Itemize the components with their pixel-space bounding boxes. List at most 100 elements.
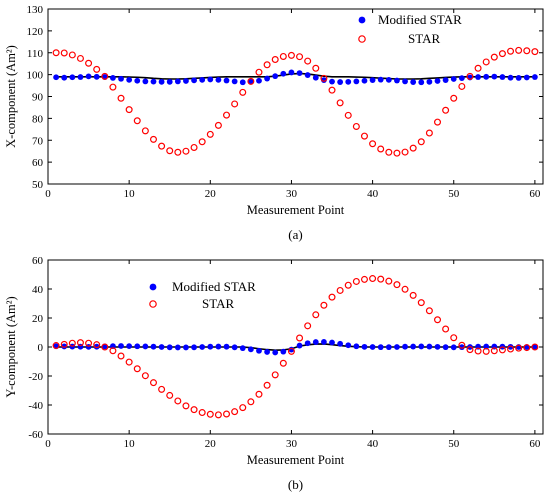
star-point: [507, 345, 515, 353]
star-point: [239, 88, 247, 96]
star-point: [141, 372, 149, 380]
star-point: [125, 106, 133, 114]
modified-star-point: [523, 74, 530, 81]
modified-star-point: [312, 339, 319, 345]
modified-star-point: [166, 78, 173, 85]
modified-star-point: [118, 75, 124, 82]
star-point: [76, 339, 84, 347]
star-point: [166, 391, 174, 399]
star-point: [52, 49, 60, 57]
x-tick-label: 30: [286, 438, 298, 450]
modified-star-point: [239, 79, 246, 86]
star-point: [409, 144, 417, 152]
star-point: [482, 58, 490, 66]
series-modified-star: [53, 339, 538, 356]
modified-star-point: [183, 344, 189, 351]
star-point: [214, 121, 222, 129]
star-point: [223, 410, 231, 418]
star-point: [531, 343, 539, 351]
modified-star-point: [85, 73, 92, 80]
x-axis-title: Measurement Point: [247, 453, 345, 467]
star-point: [531, 48, 539, 56]
modified-star-point: [191, 344, 197, 351]
star-point: [344, 281, 352, 289]
star-point: [279, 359, 287, 367]
star-point: [393, 281, 401, 289]
star-point: [149, 135, 157, 143]
y-tick-label: 60: [32, 255, 44, 267]
star-point: [271, 56, 279, 64]
star-point: [52, 342, 60, 350]
star-point: [515, 344, 523, 352]
star-point: [425, 307, 433, 315]
star-point: [434, 118, 442, 126]
star-point: [360, 275, 368, 283]
x-tick-label: 10: [124, 438, 136, 450]
star-point: [490, 347, 498, 355]
star-point: [336, 286, 344, 294]
star-point: [369, 275, 377, 283]
modified-star-point: [93, 73, 100, 80]
legend-entry: Modified STAR: [149, 279, 256, 294]
star-point: [271, 371, 279, 379]
star-point: [304, 322, 312, 330]
modified-star-point: [426, 78, 433, 85]
modified-star-point: [377, 344, 384, 351]
modified-star-point: [385, 344, 392, 351]
modified-star-point: [418, 79, 425, 86]
modified-star-point: [264, 349, 270, 355]
star-point: [182, 402, 190, 410]
star-point: [352, 277, 360, 285]
modified-star-point: [150, 343, 157, 350]
star-point: [466, 346, 474, 354]
modified-star-point: [345, 342, 352, 349]
modified-star-point: [264, 75, 270, 82]
star-point: [85, 339, 93, 347]
modified-star-point: [304, 340, 311, 347]
modified-star-point: [377, 76, 384, 83]
modified-star-point: [321, 77, 327, 83]
legend-marker: [358, 16, 366, 24]
modified-star-point: [515, 75, 522, 81]
series-star: [52, 46, 539, 157]
x-tick-label: 50: [448, 188, 460, 200]
y-tick-label: 90: [32, 92, 44, 104]
modified-star-point: [304, 72, 311, 78]
x-tick-label: 20: [205, 438, 217, 450]
modified-star-point: [475, 74, 481, 80]
star-point: [223, 111, 231, 119]
star-point: [466, 72, 474, 80]
series-star: [52, 275, 539, 419]
star-point: [263, 381, 271, 389]
modified-star-point: [199, 344, 206, 350]
star-point: [93, 65, 101, 73]
modified-star-point: [183, 78, 189, 84]
star-point: [296, 53, 304, 61]
star-point: [312, 311, 320, 319]
star-point: [141, 127, 149, 135]
modified-star-point: [369, 77, 376, 83]
star-point: [85, 59, 93, 67]
star-point: [507, 47, 515, 55]
modified-star-point: [531, 74, 538, 80]
star-point: [166, 147, 174, 155]
y-component-chart: -60 -40 -20 0 20 40 60 0 10 20 30 40 50 60 Measurement…: [4, 255, 544, 492]
modified-star-point: [158, 78, 165, 85]
star-point: [255, 390, 263, 398]
star-point: [304, 57, 312, 65]
modified-star-point: [110, 75, 116, 81]
star-point: [158, 142, 166, 150]
x-tick-label: 20: [205, 188, 217, 200]
modified-star-point: [483, 73, 490, 80]
modified-star-point: [312, 74, 319, 81]
modified-star-point: [150, 78, 157, 85]
modified-star-point: [142, 343, 149, 350]
y-tick-label: 110: [27, 48, 44, 60]
star-point: [385, 277, 393, 285]
panel-label: (a): [288, 227, 302, 242]
legend-marker: [149, 283, 157, 291]
modified-star-point: [410, 79, 417, 85]
y-tick-label: 120: [27, 26, 44, 38]
x-tick-label: 10: [124, 188, 136, 200]
